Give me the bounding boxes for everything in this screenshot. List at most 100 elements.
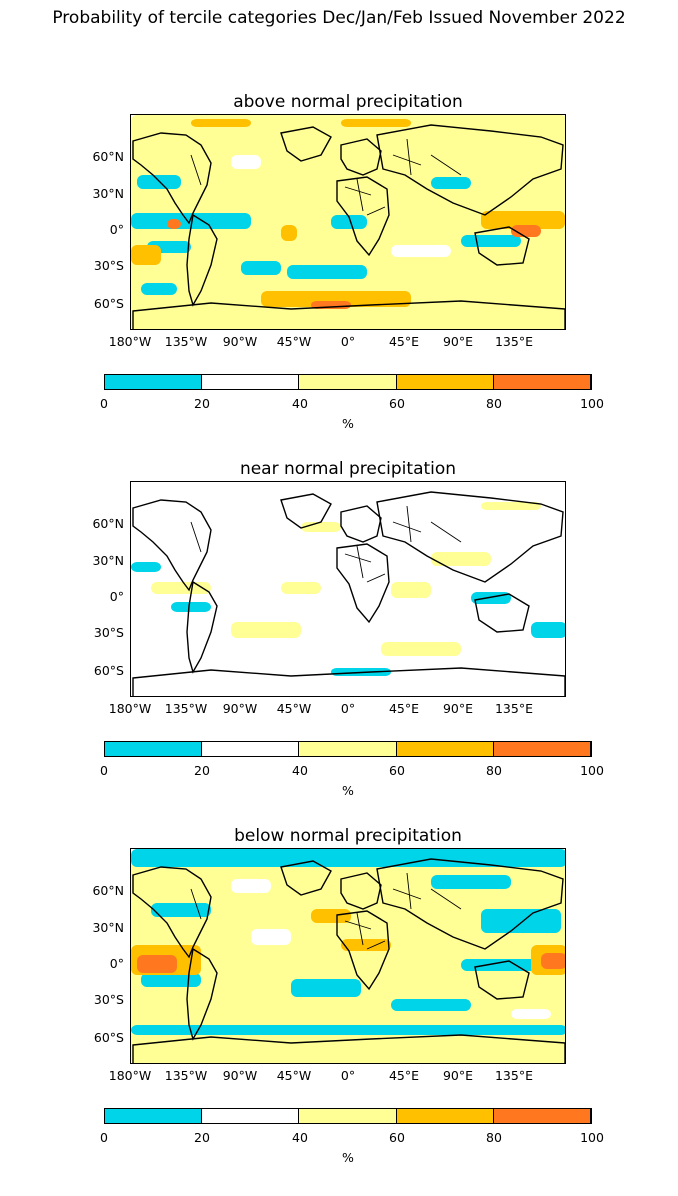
colorbar-segment bbox=[105, 742, 203, 756]
colorbar-segment bbox=[202, 375, 300, 389]
colorbar-tick-label: 60 bbox=[389, 1130, 405, 1145]
colorbar-tick-label: 80 bbox=[486, 1130, 502, 1145]
lon-tick-label: 135°E bbox=[494, 334, 533, 349]
colorbar-segment bbox=[299, 1109, 397, 1123]
probability-region bbox=[131, 245, 161, 265]
lat-tick-label: 60°N bbox=[92, 883, 124, 898]
lon-tick-label: 180°W bbox=[108, 334, 152, 349]
lon-tick-label: 180°W bbox=[108, 1068, 152, 1083]
lon-tick-label: 135°W bbox=[164, 334, 208, 349]
coastline bbox=[336, 910, 390, 991]
probability-region bbox=[141, 283, 177, 295]
colorbar-segment bbox=[493, 1109, 592, 1123]
colorbar-tick-label: 100 bbox=[580, 1130, 604, 1145]
lon-tick-label: 135°W bbox=[164, 701, 208, 716]
lat-tick-label: 30°N bbox=[92, 186, 124, 201]
lon-tick-label: 0° bbox=[340, 1068, 356, 1083]
coastline bbox=[186, 580, 218, 674]
lon-tick-label: 90°E bbox=[442, 334, 474, 349]
coastline bbox=[474, 593, 530, 633]
coastline bbox=[376, 124, 564, 216]
probability-region bbox=[287, 265, 367, 279]
probability-region bbox=[301, 522, 341, 532]
colorbar-tick-label: 80 bbox=[486, 396, 502, 411]
probability-region bbox=[481, 502, 541, 510]
probability-region bbox=[341, 119, 411, 127]
colorbar-tick-label: 0 bbox=[100, 396, 108, 411]
probability-region bbox=[431, 875, 511, 889]
colorbar-tick-label: 60 bbox=[389, 396, 405, 411]
probability-region bbox=[471, 592, 511, 604]
coastline bbox=[340, 138, 382, 176]
probability-region bbox=[311, 909, 351, 923]
lat-tick-label: 30°N bbox=[92, 553, 124, 568]
probability-region bbox=[137, 955, 177, 973]
coastline bbox=[280, 860, 332, 896]
colorbar-segment bbox=[396, 742, 494, 756]
probability-region bbox=[137, 175, 181, 189]
probability-region bbox=[511, 1009, 551, 1019]
coastline bbox=[186, 213, 218, 307]
lat-tick-label: 60°S bbox=[93, 663, 124, 678]
coastline bbox=[280, 493, 332, 529]
lon-tick-label: 45°E bbox=[388, 701, 420, 716]
panel-title: above normal precipitation bbox=[233, 92, 463, 112]
probability-region bbox=[341, 939, 391, 951]
colorbar-unit-label: % bbox=[342, 783, 354, 798]
probability-region bbox=[231, 879, 271, 893]
colorbar-segment bbox=[202, 1109, 300, 1123]
coastline bbox=[336, 176, 390, 257]
probability-region bbox=[391, 999, 471, 1011]
probability-region bbox=[171, 602, 211, 612]
probability-region bbox=[391, 245, 451, 257]
colorbar-tick-label: 20 bbox=[194, 1130, 210, 1145]
colorbar-segment bbox=[202, 742, 300, 756]
figure-title: Probability of tercile categories Dec/Ja… bbox=[52, 8, 626, 28]
probability-region bbox=[431, 552, 491, 566]
probability-region bbox=[261, 291, 411, 307]
probability-region bbox=[281, 582, 321, 594]
coastline bbox=[132, 499, 212, 592]
country-borders bbox=[190, 505, 462, 583]
world-map bbox=[130, 114, 566, 330]
probability-region bbox=[381, 642, 461, 656]
colorbar-tick-label: 0 bbox=[100, 763, 108, 778]
lon-tick-label: 90°E bbox=[442, 701, 474, 716]
colorbar-segment bbox=[493, 742, 592, 756]
coastline bbox=[376, 858, 564, 950]
colorbar-tick-label: 80 bbox=[486, 763, 502, 778]
probability-region bbox=[331, 215, 367, 229]
lon-tick-label: 135°E bbox=[494, 1068, 533, 1083]
probability-region bbox=[431, 177, 471, 189]
colorbar-unit-label: % bbox=[342, 1150, 354, 1165]
lat-tick-label: 60°N bbox=[92, 516, 124, 531]
colorbar-tick-label: 40 bbox=[292, 1130, 308, 1145]
colorbar-tick-label: 0 bbox=[100, 1130, 108, 1145]
colorbar-tick-label: 20 bbox=[194, 396, 210, 411]
lat-tick-label: 0° bbox=[109, 956, 124, 971]
colorbar-segment bbox=[396, 1109, 494, 1123]
colorbar-tick-label: 100 bbox=[580, 396, 604, 411]
lon-tick-label: 45°W bbox=[276, 1068, 312, 1083]
lat-tick-label: 60°S bbox=[93, 296, 124, 311]
coastline bbox=[186, 947, 218, 1041]
lat-tick-label: 30°S bbox=[93, 992, 124, 1007]
lon-tick-label: 135°W bbox=[164, 1068, 208, 1083]
country-borders bbox=[190, 138, 462, 216]
probability-region bbox=[511, 225, 541, 237]
probability-region bbox=[131, 562, 161, 572]
probability-region bbox=[131, 1025, 565, 1035]
colorbar-unit-label: % bbox=[342, 416, 354, 431]
colorbar-segment bbox=[299, 375, 397, 389]
lat-tick-label: 30°N bbox=[92, 920, 124, 935]
coastline bbox=[474, 960, 530, 1000]
probability-region bbox=[461, 235, 521, 247]
coastline bbox=[132, 866, 212, 959]
probability-region bbox=[131, 213, 251, 229]
probability-region bbox=[231, 155, 261, 169]
coastline bbox=[280, 126, 332, 162]
colorbar-segment bbox=[299, 742, 397, 756]
coastline bbox=[132, 1034, 565, 1063]
lon-tick-label: 45°W bbox=[276, 701, 312, 716]
lat-tick-label: 60°S bbox=[93, 1030, 124, 1045]
